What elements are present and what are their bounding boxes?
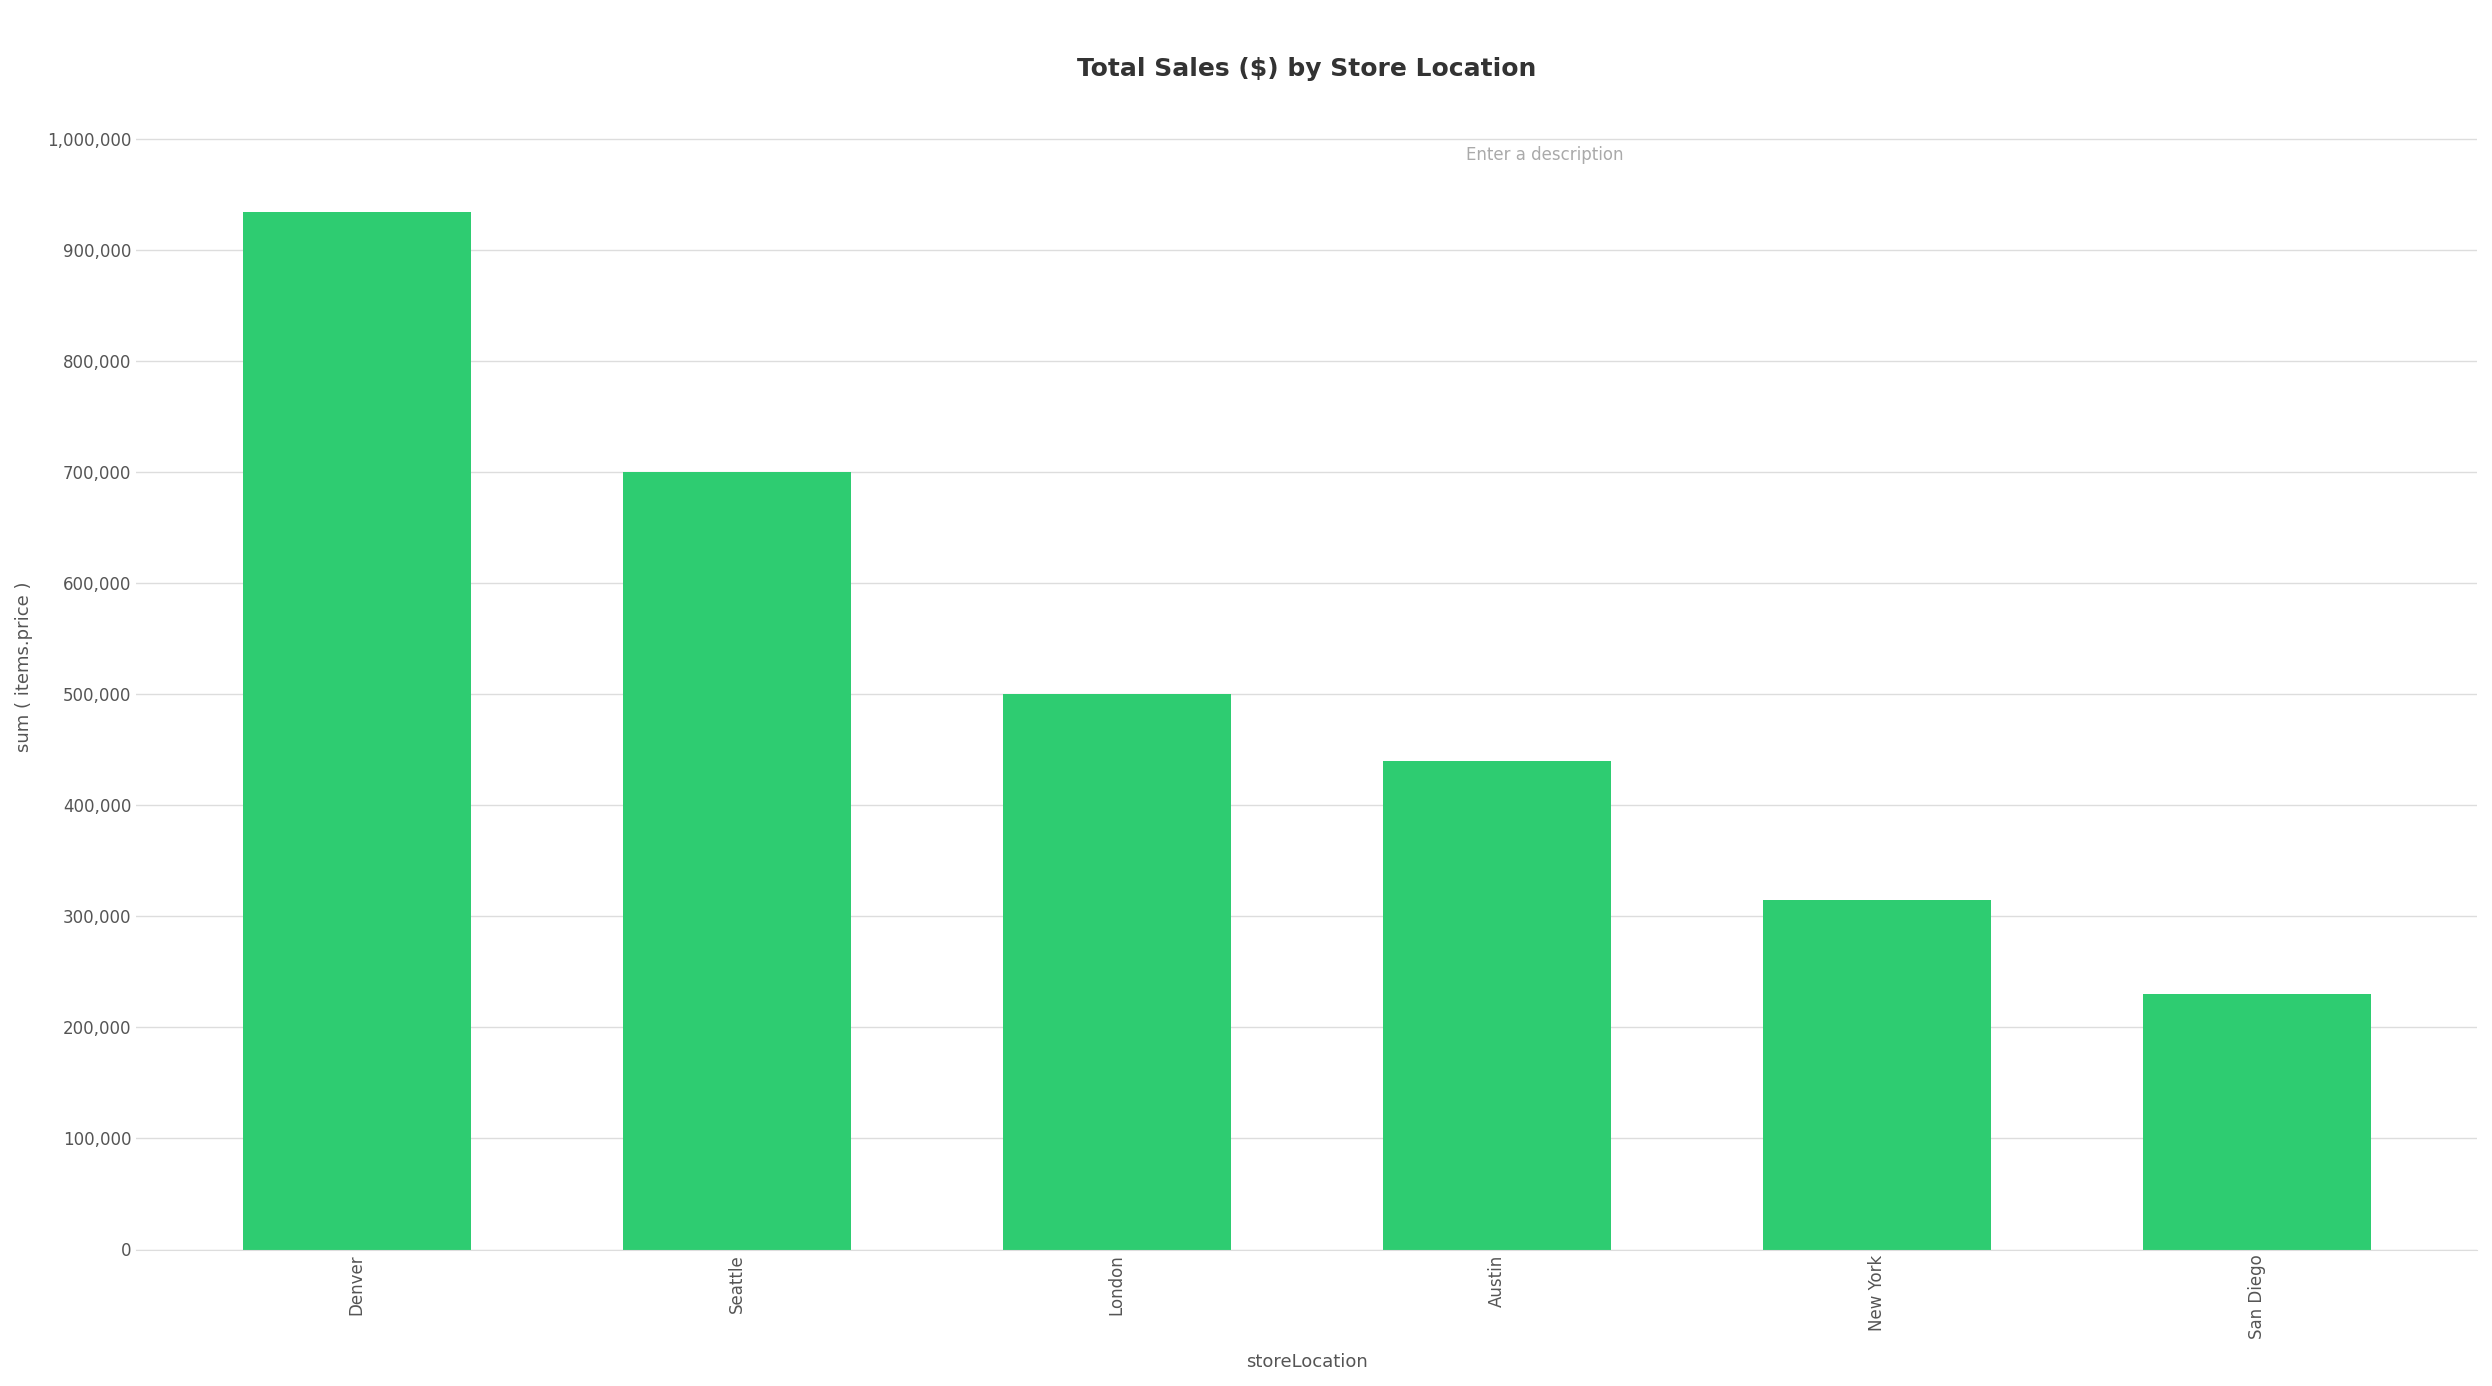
Y-axis label: sum ( items.price ): sum ( items.price ) [15,582,32,753]
Bar [242,212,471,1250]
Title: Total Sales ($) by Store Location: Total Sales ($) by Store Location [1077,57,1535,80]
Bar [1762,900,1991,1250]
X-axis label: storeLocation: storeLocation [1246,1353,1368,1371]
Bar [1002,694,1231,1250]
Bar [623,473,850,1250]
Text: Enter a description: Enter a description [1465,146,1625,164]
Bar [1383,761,1610,1250]
Bar [2143,994,2370,1250]
